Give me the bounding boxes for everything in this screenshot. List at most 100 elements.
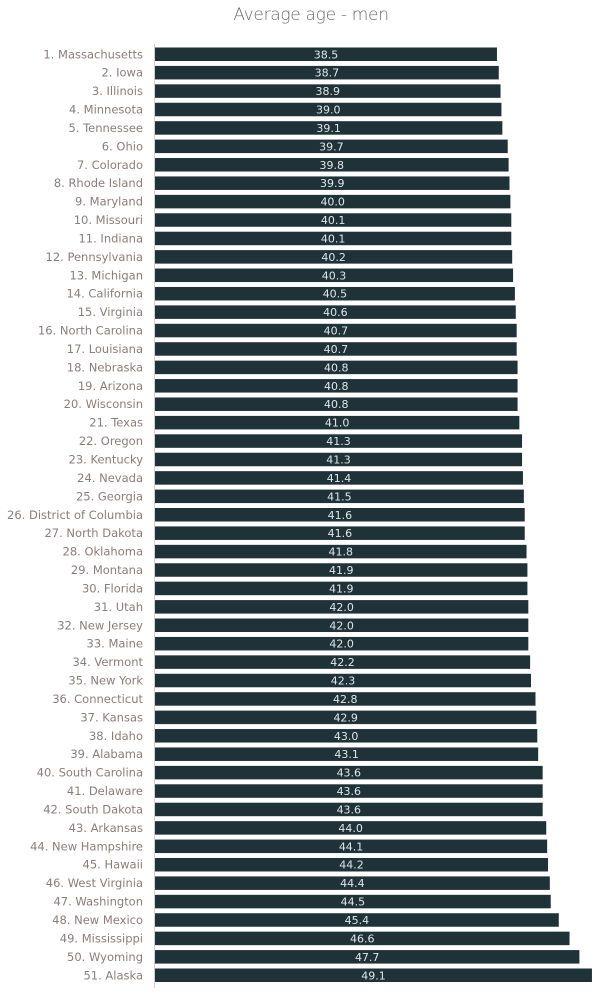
bar: [155, 544, 527, 559]
category-label: 4. Minnesota: [69, 103, 143, 117]
category-label: 40. South Carolina: [37, 766, 143, 780]
data-label: 43.6: [337, 785, 362, 798]
data-label: 43.6: [337, 767, 362, 780]
bar: [155, 268, 514, 283]
data-label: 40.1: [321, 232, 346, 245]
category-label: 22. Oregon: [79, 434, 143, 448]
data-label: 42.3: [331, 675, 356, 688]
category-label: 13. Michigan: [69, 268, 143, 282]
category-label: 5. Tennessee: [68, 121, 143, 135]
chart-title: Average age - men: [233, 5, 389, 25]
bar: [155, 231, 512, 246]
category-label: 6. Ohio: [102, 139, 143, 153]
data-label: 42.0: [329, 638, 354, 651]
category-label: 12. Pennsylvania: [46, 250, 144, 264]
data-label: 47.7: [355, 951, 380, 964]
bar: [155, 636, 529, 651]
data-label: 39.9: [320, 177, 345, 190]
bar: [155, 894, 551, 909]
category-label: 33. Maine: [87, 637, 143, 651]
category-label: 10. Missouri: [74, 213, 143, 227]
bar: [155, 397, 518, 411]
category-label: 15. Virginia: [78, 305, 143, 319]
data-label: 42.8: [333, 693, 358, 706]
bar: [155, 102, 502, 117]
data-label: 44.1: [339, 840, 364, 853]
category-label: 26. District of Columbia: [7, 508, 143, 522]
bar: [155, 213, 512, 227]
category-label: 21. Texas: [89, 416, 143, 430]
bar: [155, 379, 518, 393]
category-label: 14. California: [66, 287, 143, 301]
data-label: 43.1: [334, 748, 359, 761]
data-label: 42.9: [333, 711, 358, 724]
data-label: 41.4: [327, 472, 352, 485]
data-label: 40.5: [323, 288, 348, 301]
data-label: 42.0: [329, 619, 354, 632]
bar: [155, 415, 520, 430]
bar: [155, 434, 523, 448]
bar: [155, 305, 516, 319]
category-label: 1. Massachusetts: [43, 47, 143, 61]
category-label: 28. Oklahoma: [63, 545, 143, 559]
category-label: 24. Nevada: [77, 471, 143, 485]
data-label: 40.7: [324, 325, 349, 338]
data-label: 44.2: [339, 859, 364, 872]
data-label: 38.7: [315, 67, 340, 80]
bar: [155, 802, 543, 817]
data-label: 43.0: [334, 730, 359, 743]
bar: [155, 876, 550, 890]
data-label: 45.4: [345, 914, 370, 927]
bar: [155, 323, 517, 338]
data-label: 40.8: [324, 398, 349, 411]
category-label: 23. Kentucky: [69, 452, 144, 466]
data-label: 39.8: [320, 159, 345, 172]
category-label: 43. Arkansas: [69, 821, 143, 835]
data-label: 41.0: [325, 417, 350, 430]
category-label: 37. Kansas: [80, 710, 143, 724]
bar: [155, 857, 549, 872]
data-label: 41.3: [326, 453, 351, 466]
category-label: 46. West Virginia: [46, 876, 143, 890]
data-label: 40.2: [321, 251, 346, 264]
category-label: 41. Delaware: [67, 784, 143, 798]
bar: [155, 729, 538, 743]
bar: [155, 784, 543, 798]
data-label: 41.9: [329, 564, 354, 577]
bar: [155, 471, 523, 485]
category-label: 25. Georgia: [76, 489, 143, 503]
bar: [155, 710, 537, 725]
bar: [155, 360, 518, 375]
data-label: 39.1: [316, 122, 341, 135]
bar: [155, 526, 525, 540]
data-label: 40.8: [324, 361, 349, 374]
category-label: 17. Louisiana: [67, 342, 143, 356]
data-label: 40.6: [323, 306, 348, 319]
category-label: 7. Colorado: [77, 158, 143, 172]
data-label: 42.0: [329, 601, 354, 614]
bar: [155, 342, 517, 356]
category-label: 45. Hawaii: [83, 858, 143, 872]
category-label: 32. New Jersey: [57, 618, 143, 632]
bar: [155, 950, 580, 964]
bar: [155, 747, 539, 761]
bar: [155, 250, 513, 264]
data-label: 44.0: [338, 822, 363, 835]
bar: [155, 65, 499, 80]
category-label: 38. Idaho: [89, 729, 143, 743]
bar: [155, 139, 508, 154]
category-label: 18. Nebraska: [67, 360, 143, 374]
data-label: 40.0: [320, 196, 345, 209]
bar: [155, 692, 536, 706]
bar: [155, 581, 528, 596]
bar: [155, 84, 501, 98]
bar: [155, 839, 548, 854]
data-label: 38.9: [316, 85, 341, 98]
bar: [155, 821, 547, 835]
category-label: 27. North Dakota: [44, 526, 143, 540]
data-label: 41.9: [329, 582, 354, 595]
bar: [155, 563, 528, 577]
bar: [155, 121, 503, 135]
data-label: 41.5: [327, 490, 352, 503]
bar: [155, 158, 509, 172]
